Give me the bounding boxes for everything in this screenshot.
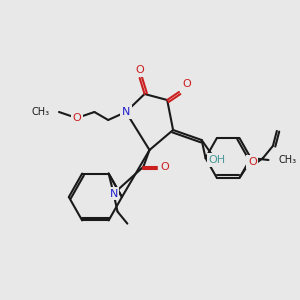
Text: O: O <box>72 113 81 123</box>
Text: O: O <box>248 157 256 167</box>
Text: N: N <box>110 189 118 199</box>
Text: O: O <box>182 79 191 89</box>
Text: CH₃: CH₃ <box>31 107 49 117</box>
Text: O: O <box>135 65 144 75</box>
Text: N: N <box>122 107 130 117</box>
Text: CH₃: CH₃ <box>278 155 296 165</box>
Text: O: O <box>160 162 169 172</box>
Text: OH: OH <box>209 155 226 165</box>
